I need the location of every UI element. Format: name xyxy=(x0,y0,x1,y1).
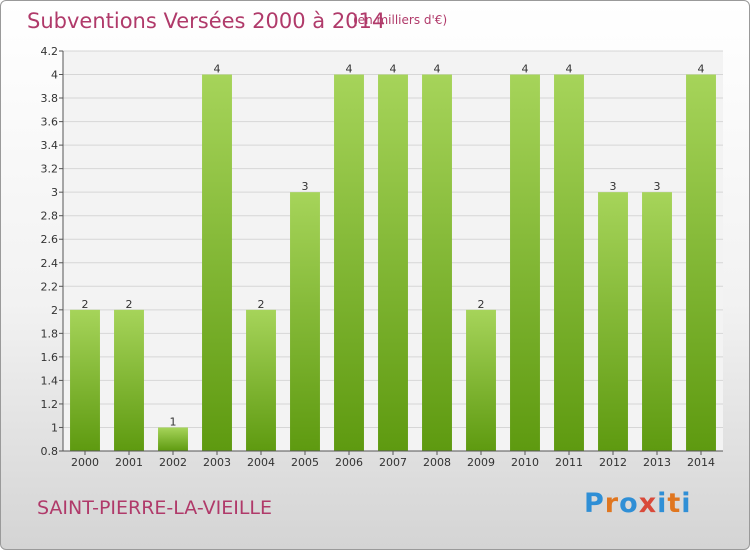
logo-letter: x xyxy=(638,488,658,519)
value-label-2005: 3 xyxy=(302,180,309,193)
logo-letter: r xyxy=(604,488,620,519)
value-label-2009: 2 xyxy=(478,298,485,311)
y-tick-label: 4 xyxy=(51,69,58,82)
value-label-2002: 1 xyxy=(170,415,177,428)
y-tick-label: 1.2 xyxy=(41,398,59,411)
bar-2010 xyxy=(510,74,540,451)
x-tick-label-2003: 2003 xyxy=(203,456,231,469)
bar-2011 xyxy=(554,74,584,451)
x-tick-label-2013: 2013 xyxy=(643,456,671,469)
x-tick-label-2007: 2007 xyxy=(379,456,407,469)
value-label-2008: 4 xyxy=(434,63,441,76)
bar-2006 xyxy=(334,74,364,451)
x-tick-label-2010: 2010 xyxy=(511,456,539,469)
y-tick-label: 2 xyxy=(51,304,58,317)
logo-letter: P xyxy=(584,488,605,519)
y-tick-label: 2.4 xyxy=(41,257,59,270)
y-tick-label: 1 xyxy=(51,421,58,434)
bar-2014 xyxy=(686,74,716,451)
x-tick-label-2012: 2012 xyxy=(599,456,627,469)
y-tick-label: 1.4 xyxy=(41,374,59,387)
value-label-2011: 4 xyxy=(566,63,573,76)
x-tick-label-2011: 2011 xyxy=(555,456,583,469)
logo-letter: o xyxy=(619,488,639,519)
bar-2005 xyxy=(290,192,320,452)
bar-2004 xyxy=(246,309,276,451)
x-axis: 2000 2001 2002 2003 2004 2005 2006 2007 2008 2009… xyxy=(63,450,723,469)
value-label-2001: 2 xyxy=(126,298,133,311)
x-tick-label-2008: 2008 xyxy=(423,456,451,469)
bar-2007 xyxy=(378,74,408,451)
value-label-2004: 2 xyxy=(258,298,265,311)
y-tick-label: 2.6 xyxy=(41,233,59,246)
bars-group: 2 2 1 4 2 3 4 4 4 2 4 4 3 3 4 xyxy=(70,63,716,452)
x-tick-label-2002: 2002 xyxy=(159,456,187,469)
x-tick-label-2009: 2009 xyxy=(467,456,495,469)
bar-2001 xyxy=(114,309,144,451)
y-tick-label: 3.4 xyxy=(41,139,59,152)
value-label-2012: 3 xyxy=(610,180,617,193)
chart-subtitle: (en milliers d'€) xyxy=(353,13,448,27)
value-label-2010: 4 xyxy=(522,63,529,76)
y-tick-label: 2.8 xyxy=(41,210,59,223)
bar-2008 xyxy=(422,74,452,451)
y-tick-label: 1.8 xyxy=(41,327,59,340)
y-tick-label: 3.2 xyxy=(41,163,59,176)
proxiti-logo: Proxiti xyxy=(584,488,692,519)
chart-title: Subventions Versées 2000 à 2014 xyxy=(27,9,386,33)
y-axis: 0.8 1 1.2 1.4 1.6 1.8 2 2.2 2.4 2.6 2.8 3 3.2 3.4 3.6 3… xyxy=(41,45,64,458)
bar-2003 xyxy=(202,74,232,451)
x-tick-label-2006: 2006 xyxy=(335,456,363,469)
logo-letter: i xyxy=(681,488,692,519)
bar-2013 xyxy=(642,192,672,452)
y-tick-label: 3 xyxy=(51,186,58,199)
logo-letter: t xyxy=(667,488,682,519)
y-tick-label: 0.8 xyxy=(41,445,59,458)
y-tick-label: 4.2 xyxy=(41,45,59,58)
logo-letter: i xyxy=(657,488,668,519)
value-label-2006: 4 xyxy=(346,63,353,76)
bar-2000 xyxy=(70,309,100,451)
value-label-2000: 2 xyxy=(82,298,89,311)
commune-name: SAINT-PIERRE-LA-VIEILLE xyxy=(37,497,273,519)
value-label-2013: 3 xyxy=(654,180,661,193)
value-label-2007: 4 xyxy=(390,63,397,76)
y-tick-label: 2.2 xyxy=(41,280,59,293)
x-tick-label-2004: 2004 xyxy=(247,456,275,469)
x-tick-label-2001: 2001 xyxy=(115,456,143,469)
x-tick-label-2014: 2014 xyxy=(687,456,715,469)
value-label-2003: 4 xyxy=(214,63,221,76)
y-tick-label: 3.6 xyxy=(41,116,59,129)
y-tick-label: 1.6 xyxy=(41,351,59,364)
y-tick-label: 3.8 xyxy=(41,92,59,105)
bar-2012 xyxy=(598,192,628,452)
x-tick-label-2000: 2000 xyxy=(71,456,99,469)
bar-2009 xyxy=(466,309,496,451)
bar-2002 xyxy=(158,427,188,451)
value-label-2014: 4 xyxy=(698,63,705,76)
x-tick-label-2005: 2005 xyxy=(291,456,319,469)
